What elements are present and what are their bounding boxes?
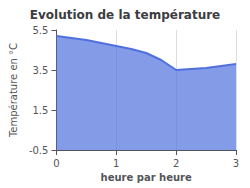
svg-text:3.5: 3.5 [33,65,49,76]
svg-text:Evolution de la température: Evolution de la température [30,8,221,22]
svg-text:2: 2 [173,158,179,169]
svg-text:0: 0 [53,158,59,169]
svg-text:1: 1 [113,158,119,169]
svg-text:5.5: 5.5 [33,25,49,36]
svg-text:Température en °C: Température en °C [8,43,19,138]
svg-text:-0.5: -0.5 [29,145,49,156]
svg-text:1.5: 1.5 [33,105,49,116]
svg-text:heure par heure: heure par heure [101,172,192,183]
svg-text:3: 3 [233,158,239,169]
